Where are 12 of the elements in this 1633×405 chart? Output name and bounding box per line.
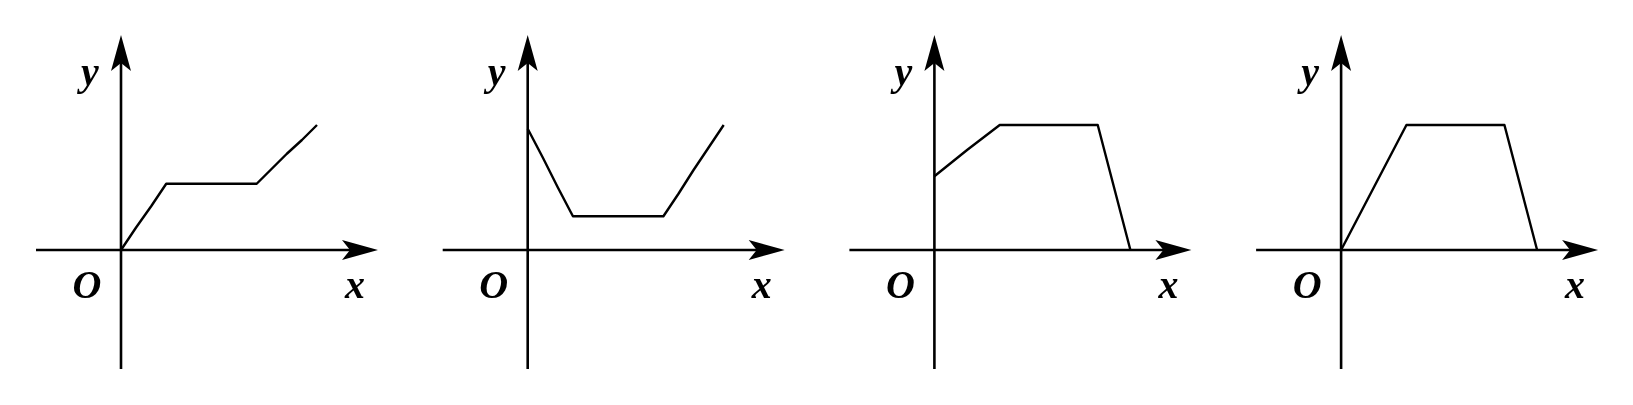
- x-axis-title: x: [1157, 262, 1179, 307]
- text: O: [1292, 262, 1322, 307]
- x-axis-title: x: [750, 262, 772, 307]
- text: O: [479, 262, 509, 307]
- y-axis-title: y: [77, 49, 100, 94]
- text: O: [72, 262, 102, 307]
- text: O: [885, 262, 915, 307]
- y-axis-title: y: [1297, 49, 1320, 94]
- x-axis-title: x: [1564, 262, 1586, 307]
- y-axis-title: y: [890, 49, 913, 94]
- x-axis-title: x: [344, 262, 365, 307]
- y-axis-title: y: [483, 49, 506, 94]
